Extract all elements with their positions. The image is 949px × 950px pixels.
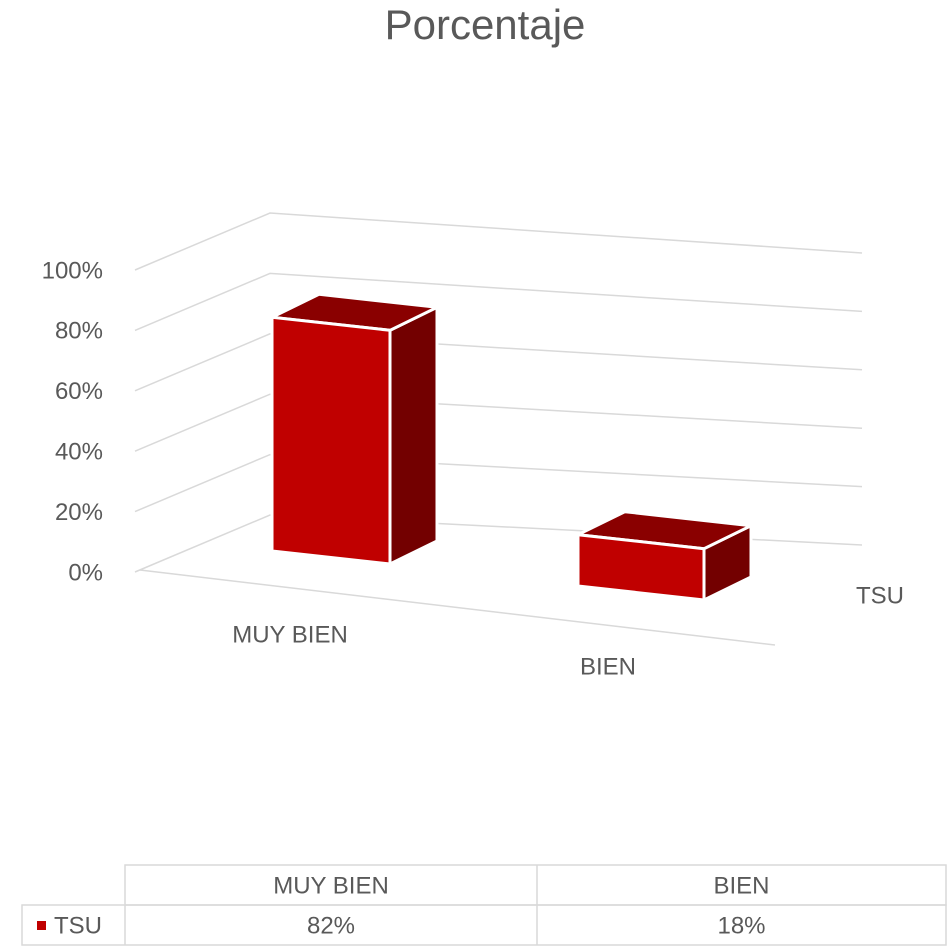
y-tick-label: 80%: [55, 318, 103, 345]
table-cell: [21, 904, 947, 946]
grid-line: [134, 514, 863, 573]
table-value: 82%: [307, 912, 355, 939]
y-tick-label: 0%: [68, 559, 103, 586]
y-tick-label: 60%: [55, 378, 103, 405]
table-header: MUY BIEN: [273, 872, 389, 899]
bar-side: [388, 304, 439, 567]
depth-axis-label: TSU: [856, 582, 904, 609]
table-cell: [124, 864, 947, 906]
y-tick-label: 40%: [55, 439, 103, 466]
x-tick-label: MUY BIEN: [232, 621, 348, 648]
grid-line: [134, 333, 863, 392]
grid-line: [134, 212, 863, 271]
floor-edge: [139, 569, 776, 646]
y-tick-label: 100%: [42, 257, 103, 284]
bar: [576, 533, 706, 602]
table-header: BIEN: [713, 872, 769, 899]
table-value: 18%: [717, 912, 765, 939]
grid-line: [134, 453, 863, 513]
legend-key: [37, 921, 46, 930]
legend-label: TSU: [54, 912, 102, 939]
grid-line: [134, 272, 863, 332]
bar: [270, 315, 392, 566]
grid-line: [134, 393, 863, 452]
y-tick-label: 20%: [55, 499, 103, 526]
x-tick-label: BIEN: [580, 653, 636, 680]
chart-title: Porcentaje: [385, 1, 586, 48]
